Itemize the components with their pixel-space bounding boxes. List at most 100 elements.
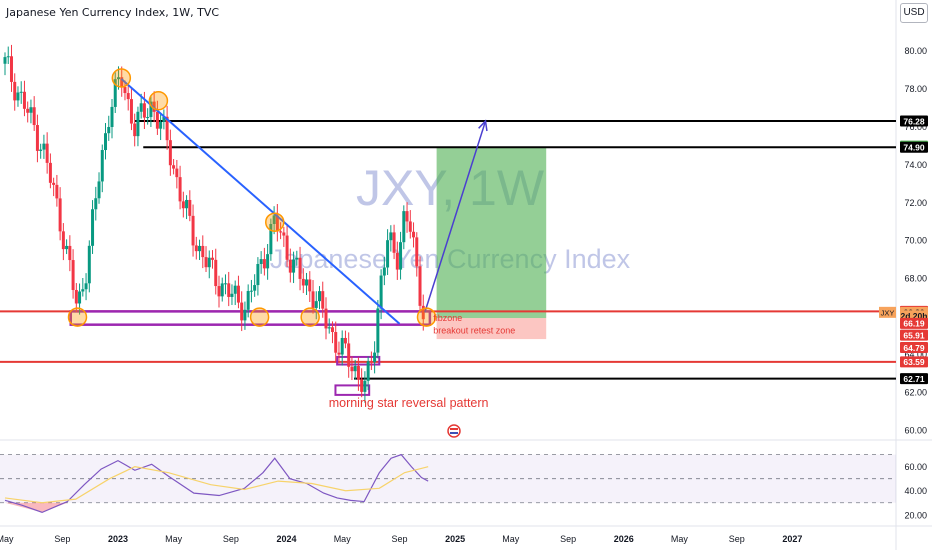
candle-body (382, 267, 386, 276)
candle-body (240, 302, 244, 321)
candle-body (272, 215, 276, 224)
candle-body (194, 245, 198, 252)
price-badge (900, 141, 928, 153)
candle-body (369, 361, 373, 363)
candle-body (45, 143, 49, 163)
pattern-box-1[interactable] (334, 384, 371, 396)
candle-body (249, 290, 253, 292)
price-badge-label: 74.90 (903, 143, 925, 153)
pivot-marker-3[interactable] (265, 212, 285, 232)
us-flag-icon[interactable] (447, 424, 461, 438)
candle-body (168, 140, 172, 166)
price-badge (900, 341, 928, 353)
time-tick-label: 2025 (445, 534, 465, 544)
candle-body (324, 308, 328, 329)
candle-body (13, 81, 17, 101)
candle-body (191, 215, 195, 246)
candle-body (259, 259, 263, 264)
price-tick-label: 64.00 (904, 350, 927, 360)
pivot-marker-5[interactable] (300, 307, 320, 327)
candle-body (39, 149, 43, 151)
symbol-tag (879, 306, 896, 318)
candle-body (373, 352, 377, 363)
candle-body (266, 254, 270, 269)
candle-body (285, 235, 289, 260)
price-badge-label: 65.91 (903, 330, 925, 340)
projection-arrow[interactable] (424, 120, 487, 313)
candle-body (227, 283, 231, 297)
time-tick-label: 2026 (614, 534, 634, 544)
candle-body (81, 289, 85, 292)
candle-body (55, 184, 59, 199)
pivot-marker-4[interactable] (249, 307, 270, 327)
price-tick-label: 70.00 (904, 236, 927, 246)
price-badge-label: 66.19 (903, 319, 925, 329)
annotation-fibzone: fibzone (433, 313, 462, 323)
candle-body (97, 181, 101, 199)
price-badge (900, 356, 928, 368)
candle-body (74, 289, 78, 304)
candle-body (201, 245, 205, 258)
candle-body (334, 332, 338, 353)
candle-body (295, 257, 299, 260)
chart-title: Japanese Yen Currency Index, 1W, TVC (6, 6, 220, 19)
candle-body (185, 199, 189, 209)
candle-body (301, 278, 305, 286)
candle-body (16, 92, 20, 101)
pivot-marker-6[interactable] (416, 307, 437, 327)
candle-body (379, 275, 383, 309)
candle-body (9, 56, 13, 82)
candle-body (110, 106, 114, 127)
candle-body (366, 361, 370, 381)
pivot-marker-1[interactable] (111, 68, 132, 88)
candle-body (165, 116, 169, 141)
candle-body (175, 168, 179, 178)
price-badge (900, 317, 928, 329)
projection-arrow-head (478, 119, 488, 132)
candle-body (87, 245, 91, 284)
time-tick-label: May (0, 534, 14, 544)
rsi-tick-label: 20.00 (904, 510, 927, 520)
candle-body (321, 291, 325, 309)
descending-trendline[interactable] (120, 78, 401, 325)
candle-body (129, 99, 133, 124)
candle-body (65, 245, 69, 250)
time-tick-label: Sep (392, 534, 408, 544)
price-tick-label: 76.00 (904, 122, 927, 132)
pivot-marker-0[interactable] (67, 307, 88, 327)
candle-body (340, 337, 344, 355)
rsi-tick-label: 40.00 (904, 486, 927, 496)
candle-body (149, 101, 153, 118)
candle-body (236, 285, 240, 303)
price-tick-label: 62.00 (904, 388, 927, 398)
candle-body (126, 93, 130, 100)
price-tick-label: 78.00 (904, 84, 927, 94)
profit-zone[interactable] (436, 147, 547, 319)
price-tick-label: 80.00 (904, 46, 927, 56)
time-tick-label: May (165, 534, 183, 544)
candle-body (356, 366, 360, 380)
candle-body (178, 177, 182, 202)
loss-zone[interactable] (436, 318, 547, 340)
candle-body (288, 259, 292, 273)
candle-body (305, 279, 309, 286)
candle-body (314, 301, 318, 308)
pivot-marker-2[interactable] (148, 91, 169, 111)
candle-body (298, 257, 302, 279)
candle-body (262, 259, 266, 269)
price-badge (900, 373, 928, 385)
candle-body (91, 209, 95, 246)
price-badge-label: 62.71 (903, 374, 925, 384)
rsi-line (4, 453, 429, 514)
candle-body (418, 266, 422, 306)
candle-body (159, 121, 163, 129)
candle-body (155, 111, 159, 129)
candle-body (146, 117, 150, 119)
rsi-ma-line (4, 466, 429, 504)
price-tick-label: 68.00 (904, 274, 927, 284)
currency-button[interactable]: USD (900, 3, 928, 23)
candle-body (327, 327, 331, 329)
candle-body (204, 257, 208, 268)
candle-body (353, 366, 357, 372)
